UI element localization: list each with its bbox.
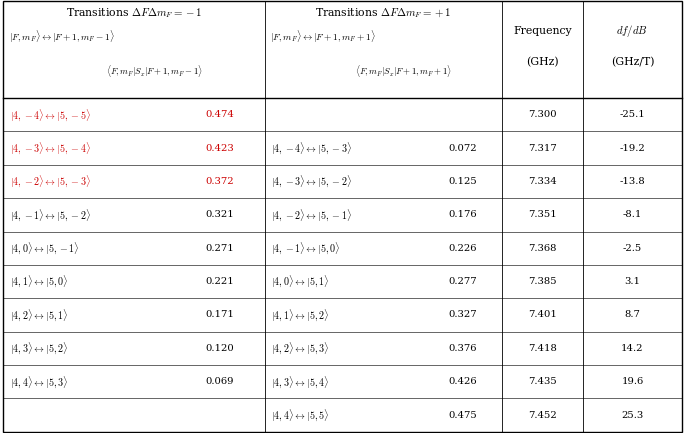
Text: Transitions $\Delta F\Delta m_F = -1$: Transitions $\Delta F\Delta m_F = -1$ <box>66 6 202 20</box>
Text: -19.2: -19.2 <box>619 144 645 153</box>
Text: 0.271: 0.271 <box>206 244 234 253</box>
Text: $|4,-2\rangle \leftrightarrow |5,-3\rangle$: $|4,-2\rangle \leftrightarrow |5,-3\rang… <box>10 174 91 189</box>
Text: 0.321: 0.321 <box>206 210 234 220</box>
Text: (GHz/T): (GHz/T) <box>610 57 654 67</box>
Text: $|F, m_F\rangle \leftrightarrow |F+1, m_F+1\rangle$: $|F, m_F\rangle \leftrightarrow |F+1, m_… <box>270 29 375 45</box>
Text: 0.171: 0.171 <box>206 310 234 320</box>
Text: $|4,-2\rangle \leftrightarrow |5,-1\rangle$: $|4,-2\rangle \leftrightarrow |5,-1\rang… <box>271 207 352 223</box>
Text: 7.385: 7.385 <box>528 277 557 286</box>
Text: $|4,-1\rangle \leftrightarrow |5,-2\rangle$: $|4,-1\rangle \leftrightarrow |5,-2\rang… <box>10 207 91 223</box>
Text: $|4,1\rangle \leftrightarrow |5,0\rangle$: $|4,1\rangle \leftrightarrow |5,0\rangle… <box>10 274 68 290</box>
Text: $\langle F, m_F|S_x|F+1, m_F-1\rangle$: $\langle F, m_F|S_x|F+1, m_F-1\rangle$ <box>106 63 203 78</box>
Text: 7.317: 7.317 <box>528 144 557 153</box>
Text: $\langle F, m_F|S_x|F+1, m_F+1\rangle$: $\langle F, m_F|S_x|F+1, m_F+1\rangle$ <box>356 63 452 78</box>
Text: 0.221: 0.221 <box>206 277 234 286</box>
Text: 0.072: 0.072 <box>448 144 477 153</box>
Text: 0.277: 0.277 <box>448 277 477 286</box>
Text: -8.1: -8.1 <box>623 210 642 220</box>
Text: (GHz): (GHz) <box>526 57 559 67</box>
Text: -13.8: -13.8 <box>619 177 645 186</box>
Text: $|4,-4\rangle \leftrightarrow |5,-5\rangle$: $|4,-4\rangle \leftrightarrow |5,-5\rang… <box>10 107 91 123</box>
Text: $|4,2\rangle \leftrightarrow |5,3\rangle$: $|4,2\rangle \leftrightarrow |5,3\rangle… <box>271 340 329 356</box>
Text: $|4,-1\rangle \leftrightarrow |5,0\rangle$: $|4,-1\rangle \leftrightarrow |5,0\rangl… <box>271 240 341 256</box>
Text: 7.452: 7.452 <box>528 410 557 420</box>
Text: $|4,0\rangle \leftrightarrow |5,1\rangle$: $|4,0\rangle \leftrightarrow |5,1\rangle… <box>271 274 329 290</box>
Text: -2.5: -2.5 <box>623 244 642 253</box>
Text: 0.120: 0.120 <box>206 344 234 353</box>
Text: 0.426: 0.426 <box>448 377 477 386</box>
Text: 0.423: 0.423 <box>206 144 234 153</box>
Text: 8.7: 8.7 <box>625 310 640 320</box>
Text: $|4,0\rangle \leftrightarrow |5,-1\rangle$: $|4,0\rangle \leftrightarrow |5,-1\rangl… <box>10 240 80 256</box>
Text: 0.069: 0.069 <box>206 377 234 386</box>
Text: 0.176: 0.176 <box>448 210 477 220</box>
Text: $|4,-3\rangle \leftrightarrow |5,-4\rangle$: $|4,-3\rangle \leftrightarrow |5,-4\rang… <box>10 140 91 156</box>
Text: $|4,-4\rangle \leftrightarrow |5,-3\rangle$: $|4,-4\rangle \leftrightarrow |5,-3\rang… <box>271 140 352 156</box>
Text: 7.300: 7.300 <box>528 110 557 120</box>
Text: 0.327: 0.327 <box>448 310 477 320</box>
Text: 0.372: 0.372 <box>206 177 234 186</box>
Text: 0.376: 0.376 <box>448 344 477 353</box>
Text: 14.2: 14.2 <box>621 344 644 353</box>
Text: 0.474: 0.474 <box>206 110 234 120</box>
Text: $|4,4\rangle \leftrightarrow |5,5\rangle$: $|4,4\rangle \leftrightarrow |5,5\rangle… <box>271 407 329 423</box>
Text: 7.418: 7.418 <box>528 344 557 353</box>
Text: Transitions $\Delta F\Delta m_F = +1$: Transitions $\Delta F\Delta m_F = +1$ <box>315 6 451 20</box>
Text: $|4,2\rangle \leftrightarrow |5,1\rangle$: $|4,2\rangle \leftrightarrow |5,1\rangle… <box>10 307 68 323</box>
Text: $df/dB$: $df/dB$ <box>616 23 649 39</box>
Text: 0.125: 0.125 <box>448 177 477 186</box>
Text: 25.3: 25.3 <box>621 410 643 420</box>
Text: 7.334: 7.334 <box>528 177 557 186</box>
Text: $|4,-3\rangle \leftrightarrow |5,-2\rangle$: $|4,-3\rangle \leftrightarrow |5,-2\rang… <box>271 174 352 189</box>
Text: 0.226: 0.226 <box>448 244 477 253</box>
Text: 7.368: 7.368 <box>528 244 557 253</box>
Text: 0.475: 0.475 <box>448 410 477 420</box>
Text: $|4,3\rangle \leftrightarrow |5,2\rangle$: $|4,3\rangle \leftrightarrow |5,2\rangle… <box>10 340 68 356</box>
Text: $|4,3\rangle \leftrightarrow |5,4\rangle$: $|4,3\rangle \leftrightarrow |5,4\rangle… <box>271 374 329 390</box>
Text: 7.435: 7.435 <box>528 377 557 386</box>
Text: $|4,4\rangle \leftrightarrow |5,3\rangle$: $|4,4\rangle \leftrightarrow |5,3\rangle… <box>10 374 68 390</box>
Text: Frequency: Frequency <box>513 26 572 36</box>
Text: $|F, m_F\rangle \leftrightarrow |F+1, m_F-1\rangle$: $|F, m_F\rangle \leftrightarrow |F+1, m_… <box>9 29 114 45</box>
Text: -25.1: -25.1 <box>619 110 645 120</box>
Text: 7.401: 7.401 <box>528 310 557 320</box>
Text: $|4,1\rangle \leftrightarrow |5,2\rangle$: $|4,1\rangle \leftrightarrow |5,2\rangle… <box>271 307 329 323</box>
Text: 7.351: 7.351 <box>528 210 557 220</box>
Text: 3.1: 3.1 <box>625 277 640 286</box>
Text: 19.6: 19.6 <box>621 377 643 386</box>
